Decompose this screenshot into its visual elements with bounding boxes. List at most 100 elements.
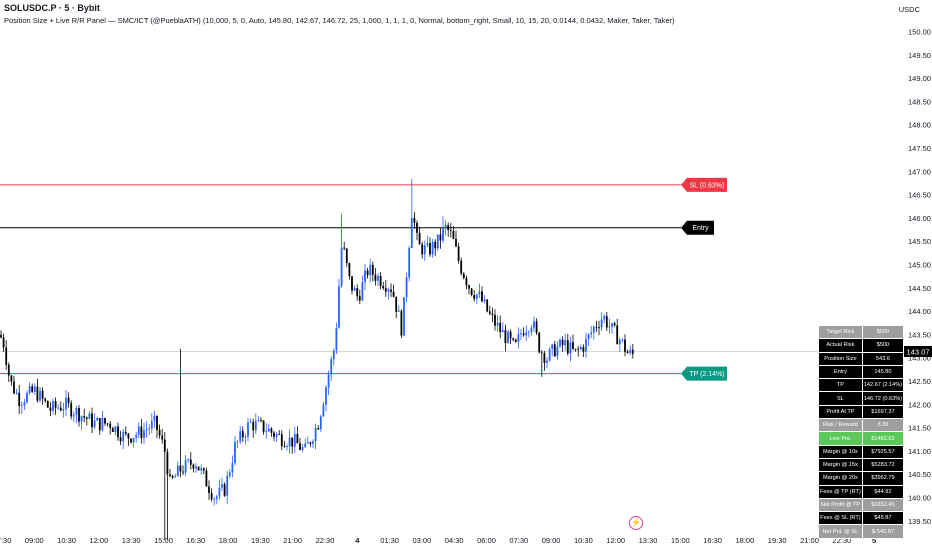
- panel-row: Actual Risk $500: [818, 338, 905, 353]
- price-tick: 145.00: [908, 261, 931, 270]
- indicator-legend[interactable]: Position Size + Live R/R Panel — SMC/ICT…: [4, 16, 675, 25]
- level-labels: SL (0.63%) Entry TP (2.14%): [681, 177, 727, 381]
- time-tick: 07:30: [0, 536, 11, 545]
- candle-body: [624, 339, 626, 352]
- candle-body: [377, 275, 379, 281]
- candle-body: [356, 288, 359, 297]
- candle-body: [364, 270, 366, 283]
- time-tick: 16:30: [186, 536, 205, 545]
- current-price-label: 143.07: [904, 346, 932, 357]
- candle-body: [592, 326, 595, 333]
- time-tick: 22:30: [316, 536, 335, 545]
- candle-body: [174, 476, 177, 478]
- candle-body: [140, 426, 143, 439]
- candle-body: [559, 339, 561, 347]
- panel-value: $1482.62: [861, 431, 905, 446]
- candle-body: [98, 418, 101, 431]
- candle-body: [481, 291, 483, 302]
- candle-body: [452, 231, 455, 239]
- candle-body: [462, 273, 465, 279]
- price-tick: 143.50: [908, 330, 931, 339]
- candle-body: [153, 415, 156, 421]
- candle-body: [78, 408, 80, 422]
- candle-body: [7, 364, 10, 376]
- candle-body: [231, 463, 234, 473]
- candle-body: [278, 434, 281, 435]
- time-tick: 16:30: [703, 536, 722, 545]
- current-price-value: 143.07: [907, 348, 930, 357]
- candle-body: [72, 414, 75, 417]
- candle-body: [548, 349, 551, 361]
- candle-body: [358, 296, 361, 301]
- candle-body: [626, 351, 629, 354]
- candle-body: [332, 350, 335, 360]
- candle-body: [322, 404, 325, 417]
- candle-body: [13, 381, 15, 394]
- candle-body: [20, 405, 23, 407]
- candle-body: [182, 471, 184, 473]
- candle-body: [176, 465, 179, 477]
- candle-body: [421, 244, 424, 255]
- candle-body: [543, 352, 546, 363]
- panel-label: Margin @ 15x: [818, 457, 863, 473]
- candle-body: [314, 428, 317, 442]
- candle-body: [127, 433, 130, 439]
- candle-body: [574, 348, 577, 350]
- candle-body: [54, 401, 57, 408]
- candle-body: [572, 342, 574, 349]
- time-tick: 01:30: [380, 536, 399, 545]
- candle-body: [104, 418, 106, 424]
- price-tick: 142.50: [908, 377, 931, 386]
- candle-body: [296, 433, 299, 444]
- candle-body: [247, 422, 249, 437]
- candle-body: [382, 286, 385, 289]
- candle-body: [273, 432, 275, 437]
- candle-body: [434, 241, 437, 249]
- panel-value: $3962.79: [861, 471, 905, 486]
- panel-row: SL 146.72 (0.63%): [818, 391, 905, 406]
- panel-row: Fees @ SL (RT) $45.87: [818, 511, 905, 526]
- candle-body: [260, 420, 262, 421]
- candle-body: [499, 322, 502, 333]
- candle-body: [41, 390, 44, 399]
- price-tick: 147.50: [908, 144, 931, 153]
- candle-body: [166, 451, 169, 475]
- candle-body: [265, 431, 268, 433]
- symbol-title[interactable]: SOLUSDC.P · 5 · Bybit: [4, 3, 100, 13]
- panel-row: TP 142.67 (2.14%): [818, 378, 905, 393]
- candle-body: [595, 326, 598, 328]
- candle-body: [291, 437, 294, 447]
- lightning-icon[interactable]: ⚡: [629, 516, 643, 530]
- candle-body: [2, 337, 5, 348]
- price-axis[interactable]: 150.00 149.50 149.00 148.50 148.00 147.50 147.…: [908, 28, 931, 526]
- candle-body: [478, 291, 481, 295]
- panel-label: Fees @ TP (RT): [818, 484, 863, 499]
- candle-body: [91, 413, 93, 428]
- candle-body: [361, 282, 364, 301]
- candle-body: [267, 428, 270, 432]
- candle-body: [587, 334, 590, 339]
- currency-label[interactable]: USDC: [898, 5, 920, 14]
- time-axis[interactable]: 07:30 09:00 10:30 12:00 13:30 15:00 16:30 18:00…: [0, 536, 876, 545]
- panel-value: $45.87: [861, 511, 905, 526]
- candle-body: [546, 360, 548, 363]
- candle-body: [5, 347, 8, 365]
- candle-body: [189, 459, 192, 465]
- candle-body: [535, 321, 538, 333]
- candle-body: [460, 260, 463, 274]
- panel-row: Margin @ 15x $5283.72: [818, 457, 905, 473]
- candle-body: [208, 486, 210, 493]
- tp-label-box: [681, 366, 727, 381]
- time-tick: 15:00: [671, 536, 690, 545]
- candle-body: [312, 441, 314, 444]
- panel-value: $-545.87: [861, 524, 905, 539]
- candle-body: [39, 390, 41, 401]
- candle-body: [343, 247, 346, 249]
- candles: [0, 178, 634, 540]
- candle-body: [455, 238, 457, 247]
- candle-body: [200, 468, 203, 471]
- candle-body: [85, 417, 88, 419]
- price-tick: 149.50: [908, 51, 931, 60]
- panel-value: 142.67 (2.14%): [861, 378, 905, 393]
